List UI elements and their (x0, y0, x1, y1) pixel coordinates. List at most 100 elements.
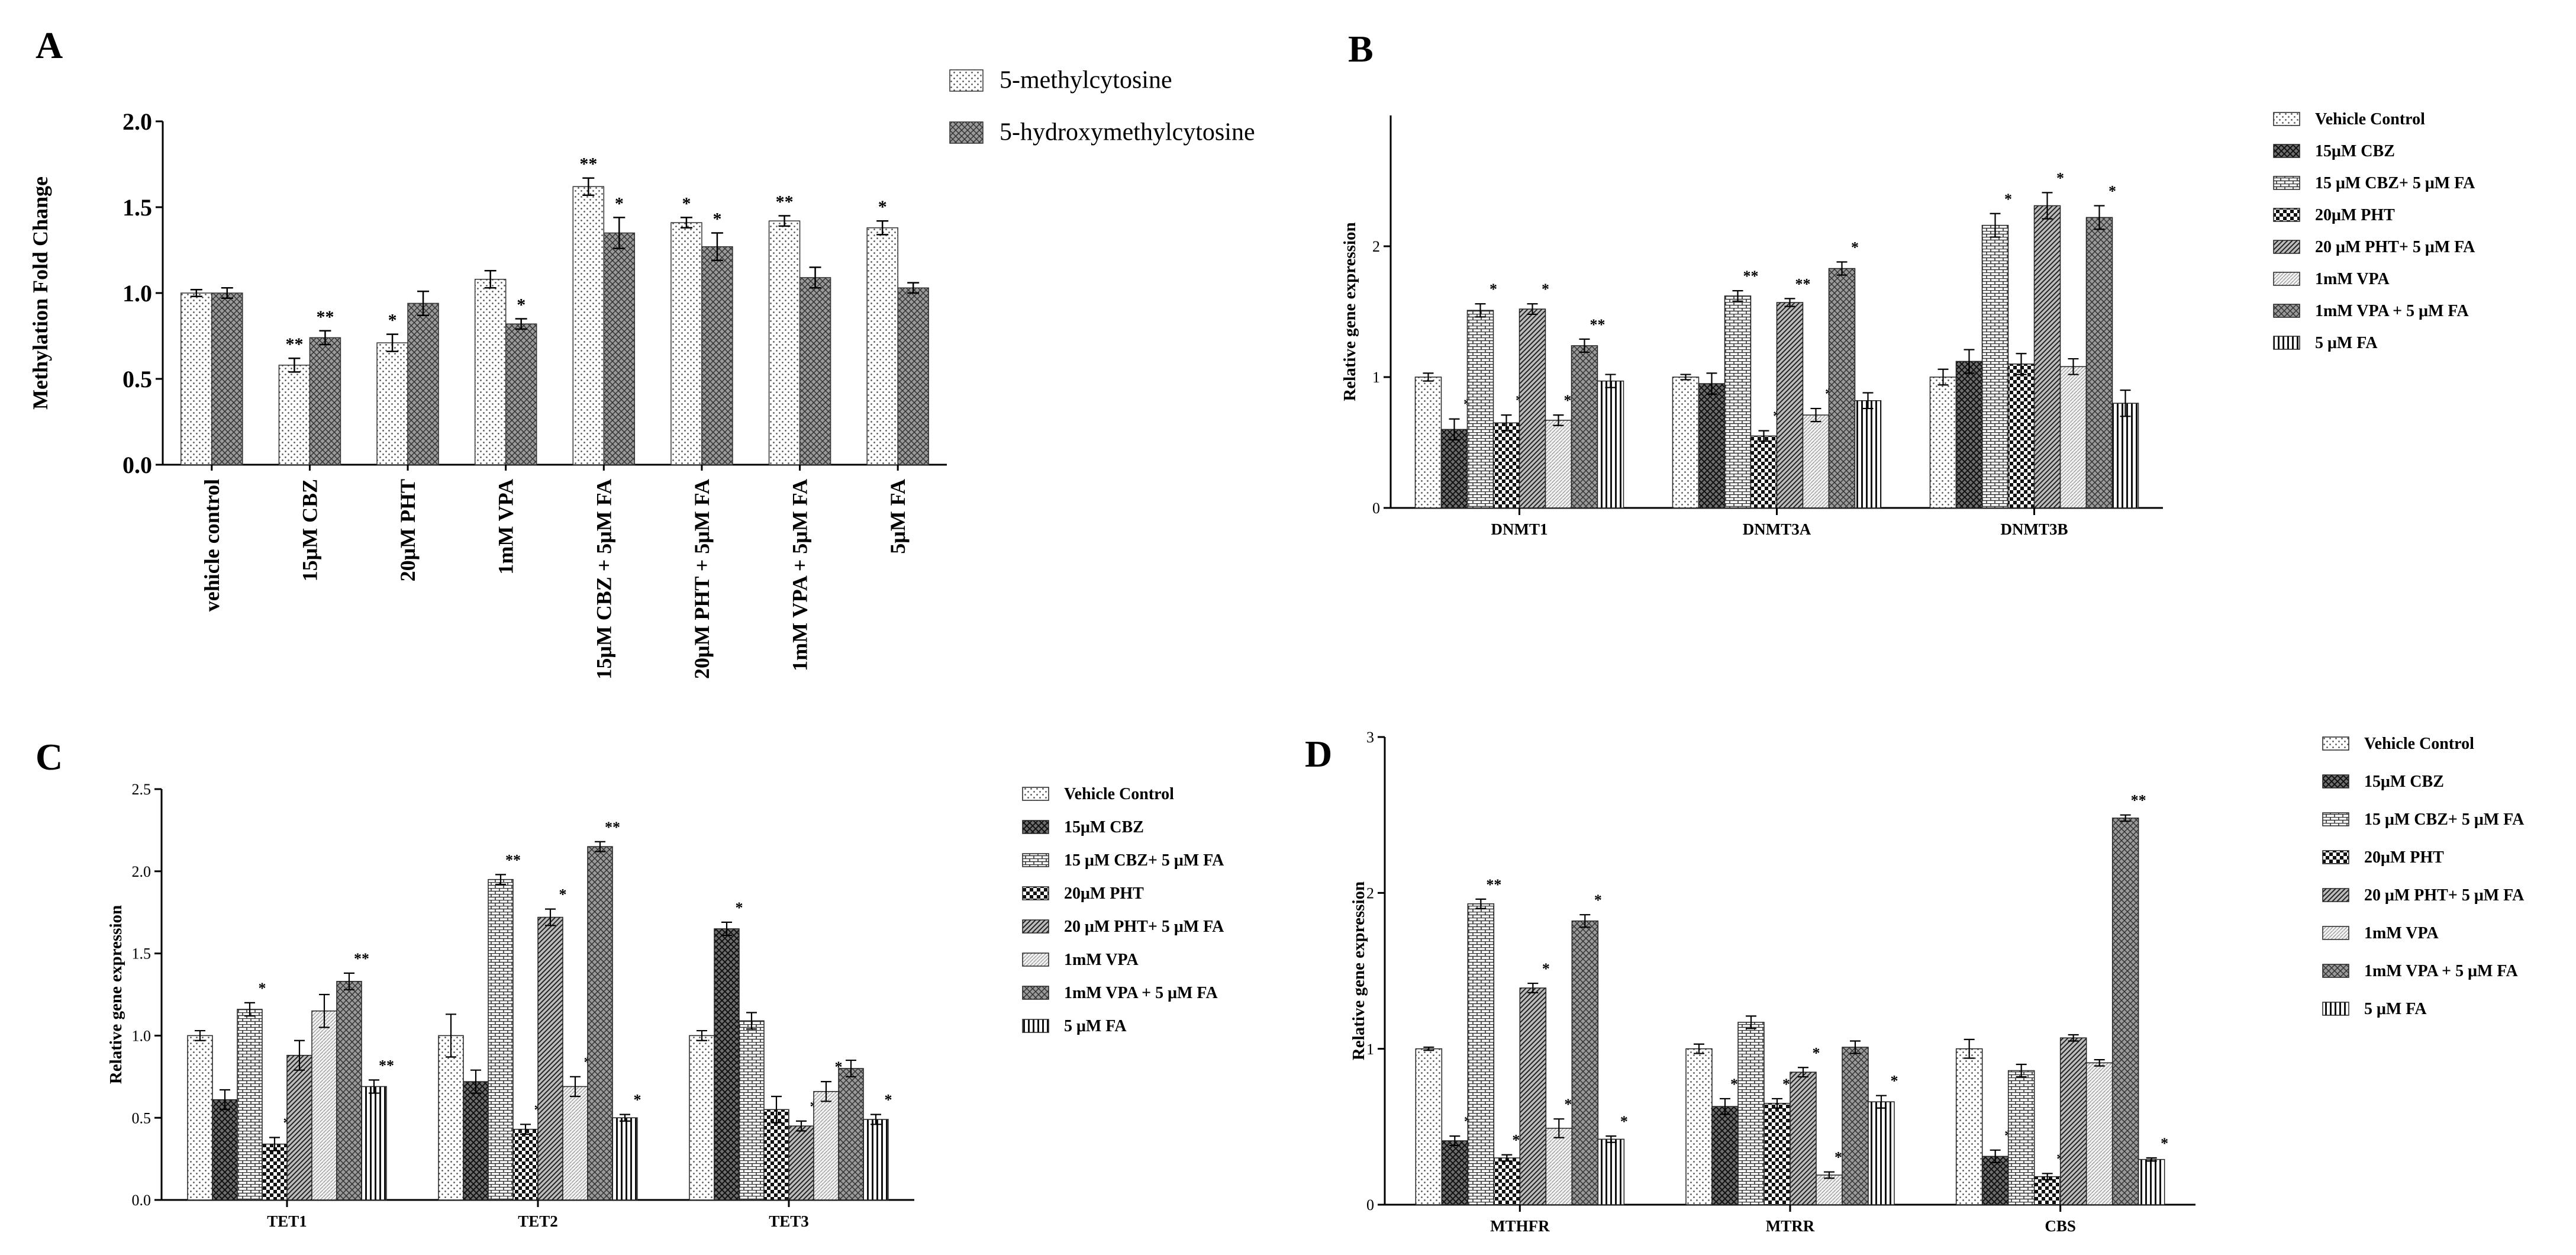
x-tick-label: 20μM PHT (396, 479, 420, 581)
panel-letter-d: D (1305, 733, 1332, 775)
bar-c-1-5 (286, 1054, 312, 1201)
bar-a-5-1 (572, 186, 605, 465)
error-bar (1605, 374, 1616, 388)
bar-d-3-3 (2007, 1070, 2035, 1205)
bar-d-2-1 (1685, 1048, 1713, 1205)
significance-mark: * (2056, 169, 2064, 186)
error-bar (1579, 914, 1591, 928)
error-bar (2042, 192, 2053, 220)
legend-label: 15 μM CBZ+ 5 μM FA (2364, 810, 2525, 829)
error-bar (1937, 368, 1949, 386)
legend-swatch (1022, 820, 1049, 834)
error-bar (1423, 372, 1434, 382)
bar-d-1-2 (1441, 1140, 1469, 1205)
significance-mark: * (2004, 191, 2012, 208)
error-bar (288, 357, 301, 373)
error-bar (1862, 392, 1874, 410)
error-bar (582, 177, 595, 196)
bar-c-1-4 (262, 1143, 288, 1201)
legend-swatch (2322, 888, 2349, 902)
significance-mark: ** (285, 334, 303, 354)
error-bar (1850, 1040, 1861, 1054)
significance-mark: ** (505, 851, 521, 868)
legend-label: Vehicle Control (2364, 735, 2474, 753)
bar-b-2-6 (1802, 414, 1830, 509)
bar-b-1-4 (1492, 422, 1520, 509)
bar-a-2-1 (278, 365, 311, 465)
y-tick-label: 2.5 (132, 781, 151, 798)
error-bar (771, 1096, 782, 1124)
legend-label: 15 μM CBZ+ 5 μM FA (2315, 174, 2475, 192)
error-bar (907, 282, 920, 294)
significance-mark: * (1813, 1044, 1820, 1061)
error-bar (1824, 1171, 1835, 1179)
error-bar (2120, 814, 2131, 822)
legend-swatch (1022, 919, 1049, 934)
error-bar (1798, 1067, 1808, 1078)
legend-swatch (2322, 774, 2349, 789)
error-bar (809, 266, 821, 289)
y-tick-label: 1 (1366, 1041, 1374, 1058)
bar-c-2-4 (512, 1128, 539, 1201)
legend-label: 5-hydroxymethylcytosine (1000, 119, 1255, 146)
bar-c-2-5 (537, 916, 563, 1201)
bar-c-2-6 (562, 1086, 588, 1201)
bar-d-1-4 (1493, 1157, 1521, 1205)
error-bar (1527, 303, 1538, 316)
bar-a-7-2 (799, 277, 831, 465)
bar-b-3-3 (1981, 224, 2009, 509)
error-bar (1990, 213, 2001, 238)
bar-b-3-4 (2007, 363, 2035, 509)
error-bar (1475, 898, 1487, 909)
significance-mark: ** (776, 192, 794, 212)
bar-c-3-6 (813, 1091, 839, 1201)
bar-c-1-6 (311, 1011, 337, 1201)
significance-mark: ** (1743, 268, 1759, 285)
y-tick-label: 2.0 (122, 108, 152, 135)
legend-swatch (1022, 1019, 1049, 1033)
bar-a-6-1 (670, 222, 702, 465)
bar-a-1-2 (211, 292, 243, 465)
error-bar (484, 270, 496, 289)
error-bar (697, 1029, 707, 1041)
error-bar (244, 1002, 255, 1017)
error-bar (1449, 418, 1460, 441)
bar-d-1-5 (1519, 987, 1547, 1205)
x-tick-label: 15μM CBZ + 5μM FA (592, 479, 615, 680)
error-bar (796, 1120, 807, 1132)
error-bar (2094, 1059, 2105, 1067)
legend-label: 5 μM FA (1064, 1017, 1127, 1035)
significance-mark: * (682, 194, 691, 213)
legend-label: 5 μM FA (2364, 1000, 2427, 1018)
error-bar (446, 1013, 456, 1058)
bar-d-1-6 (1545, 1128, 1573, 1205)
x-tick-label: MTHFR (1490, 1217, 1550, 1235)
legend-swatch (2322, 736, 2349, 751)
error-bar (2094, 205, 2105, 230)
error-bar (1990, 1149, 2001, 1163)
error-bar (1732, 290, 1743, 302)
bar-d-3-1 (1955, 1048, 1983, 1205)
bar-d-2-4 (1763, 1103, 1791, 1205)
significance-mark: * (1489, 281, 1497, 298)
legend-label: 5-methylcytosine (1000, 67, 1172, 94)
legend-swatch (2273, 240, 2300, 254)
bar-b-1-2 (1440, 429, 1468, 509)
error-bar (1553, 1118, 1565, 1138)
legend-label: Vehicle Control (1064, 785, 1174, 803)
bar-c-2-1 (438, 1035, 464, 1201)
panel-c-chart: 0.0 0.5 1.0 1.5 2.0 2.5 Relative gene expressi… (107, 781, 1224, 1230)
bar-a-8-1 (866, 227, 898, 465)
error-bar (721, 921, 732, 937)
bar-c-1-2 (212, 1099, 238, 1201)
legend-label: 20μM PHT (1064, 884, 1144, 903)
bar-c-1-3 (237, 1009, 263, 1201)
significance-mark: ** (1590, 316, 1605, 333)
bar-d-2-3 (1737, 1022, 1765, 1205)
error-bar (1605, 1135, 1617, 1143)
significance-mark: ** (579, 155, 597, 174)
error-bar (1501, 1154, 1513, 1162)
legend-swatch (2322, 964, 2349, 978)
